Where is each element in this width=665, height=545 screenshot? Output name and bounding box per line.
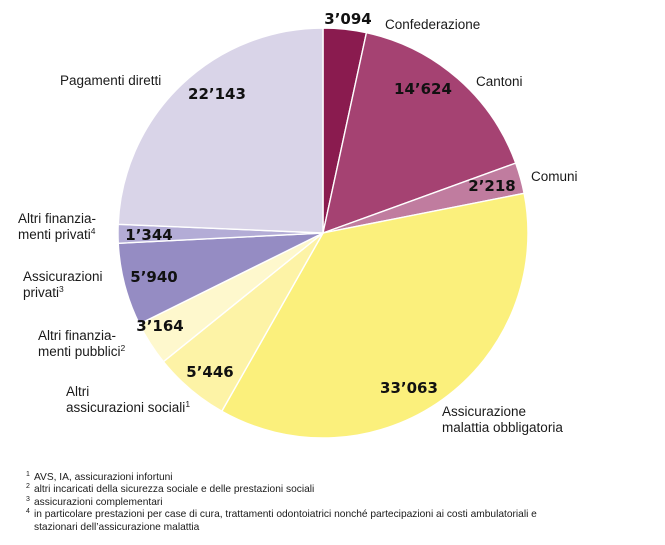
slice-category-line: assicurazioni sociali <box>66 400 185 415</box>
value-labels: 3’094 14’624 2’218 33’063 5’446 3’164 5’940 1’3… <box>125 10 515 397</box>
slice-category-line: Pagamenti diretti <box>60 73 161 88</box>
footnote-mark: 2 <box>26 483 30 491</box>
footnote-ref: 4 <box>91 226 96 236</box>
slice-value-label: 1’344 <box>125 226 172 244</box>
slice-category-line: Altri <box>66 384 89 399</box>
pie-slice <box>322 31 517 235</box>
slice-category-label: Comuni <box>531 169 578 184</box>
footnote-ref: 1 <box>185 399 190 409</box>
slice-category-line: malattia obbligatoria <box>442 420 563 435</box>
footnote-text: assicurazioni complementari <box>34 496 163 508</box>
slice-category-label: Altri finanzia-menti pubblici2 <box>38 328 126 359</box>
footnote-mark: 1 <box>26 471 30 478</box>
footnote-ref: 2 <box>121 343 126 353</box>
slice-category-line: Assicurazione <box>442 404 526 419</box>
slice-category-line: privati <box>23 285 59 300</box>
slice-category-label: Confederazione <box>385 17 480 32</box>
footnote: 3 assicurazioni complementari <box>26 495 656 509</box>
pie-slice <box>117 27 324 234</box>
slice-category-label: Assicurazione malattia obbligatoria <box>442 404 563 435</box>
pie-slices <box>117 27 529 439</box>
slice-category-label: Altri assicurazioni sociali1 <box>66 384 190 415</box>
slice-value-label: 33’063 <box>380 379 438 397</box>
footnote: 1 AVS, IA, assicurazioni infortuni <box>26 471 656 484</box>
footnote-text: AVS, IA, assicurazioni infortuni <box>34 472 173 483</box>
slice-value-label: 3’164 <box>136 317 183 335</box>
footnote-text: in particolare prestazioni per case di c… <box>34 509 537 521</box>
slice-category-line: menti pubblici <box>38 344 121 359</box>
slice-category-line: Altri finanzia- <box>18 211 96 226</box>
slice-category-line: Assicurazioni <box>23 269 103 284</box>
pie-chart: 3’094 14’624 2’218 33’063 5’446 3’164 5’940 1’3… <box>18 10 578 439</box>
slice-value-label: 3’094 <box>324 10 371 28</box>
slice-value-label: 5’446 <box>186 363 233 381</box>
slice-value-label: 2’218 <box>468 177 515 195</box>
footnotes: 1 AVS, IA, assicurazioni infortuni 2 altri … <box>26 471 656 534</box>
footnote-text: altri incaricati della sicurezza sociale… <box>34 484 315 496</box>
slice-category-line: Cantoni <box>476 74 523 89</box>
slice-category-label: Cantoni <box>476 74 523 89</box>
pie-slice <box>220 192 529 439</box>
footnote: 4 in particolare prestazioni per case di … <box>26 508 656 534</box>
footnote-text: stazionari dell’assicurazione malattia <box>34 521 200 533</box>
slice-value-label: 14’624 <box>394 80 452 98</box>
slice-category-line: Comuni <box>531 169 578 184</box>
slice-category-label: Assicurazioni privati3 <box>23 269 103 300</box>
slice-value-label: 5’940 <box>130 268 177 286</box>
slice-value-label: 22’143 <box>188 85 246 103</box>
slice-category-line: menti privati <box>18 227 91 242</box>
category-labels: Confederazione Cantoni Comuni Assicurazione… <box>18 17 578 435</box>
footnote-mark: 4 <box>26 508 30 516</box>
footnote: 2 altri incaricati della sicurezza social… <box>26 483 656 496</box>
slice-category-label: Pagamenti diretti <box>60 73 161 88</box>
slice-category-line: Altri finanzia- <box>38 328 116 343</box>
slice-category-label: Altri finanzia-menti privati4 <box>18 211 96 242</box>
footnote-ref: 3 <box>59 284 64 294</box>
footnote-mark: 3 <box>26 495 30 503</box>
slice-category-line: Confederazione <box>385 17 480 32</box>
